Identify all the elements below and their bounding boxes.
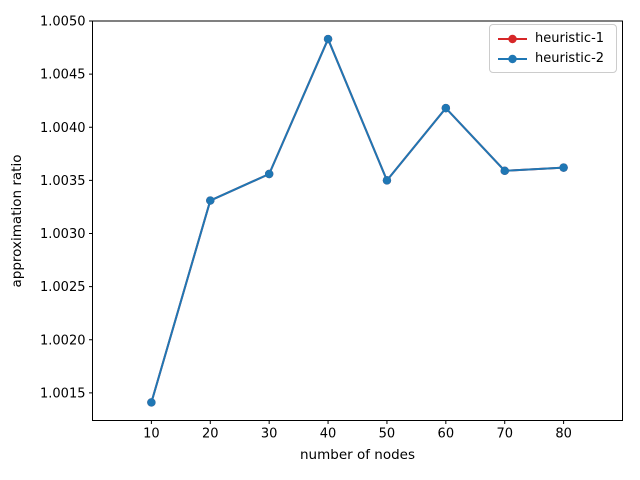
legend-label: heuristic-1: [535, 31, 605, 46]
series-line-heuristic-1: [150, 38, 564, 403]
data-point-heuristic-2: [500, 166, 509, 176]
x-tick-label: 30: [261, 427, 278, 442]
y-axis-label: approximation ratio: [9, 154, 25, 288]
data-point-heuristic-2: [264, 169, 274, 179]
y-tick-label: 1.0030: [40, 227, 86, 242]
x-tick-label: 80: [555, 427, 572, 442]
y-tick-label: 1.0020: [40, 333, 86, 348]
x-tick-label: 10: [143, 427, 160, 442]
y-tick-label: 1.0025: [40, 280, 86, 295]
y-tick-label: 1.0045: [40, 68, 86, 83]
legend-line-marker-swatch-blue: [498, 54, 527, 63]
legend-entry-heuristic-2: heuristic-2: [497, 50, 608, 67]
y-tick-label: 1.0035: [40, 174, 86, 189]
y-tick-label: 1.0040: [40, 121, 86, 136]
axes-frame: [92, 20, 623, 421]
x-tick-label: 20: [202, 427, 219, 442]
legend-line-marker-swatch-red: [498, 34, 527, 43]
data-point-heuristic-2: [382, 176, 392, 185]
legend: heuristic-1 heuristic-2: [489, 24, 617, 73]
data-point-heuristic-2: [206, 196, 215, 205]
data-point-heuristic-2: [441, 103, 451, 113]
x-axis-label: number of nodes: [299, 447, 415, 463]
x-tick-label: 60: [438, 427, 455, 442]
x-tick-label: 50: [379, 427, 396, 442]
data-point-heuristic-2: [323, 34, 333, 44]
x-tick-label: 40: [320, 427, 337, 442]
y-tick-label: 1.0050: [40, 15, 86, 30]
x-tick-label: 70: [496, 427, 513, 442]
legend-label: heuristic-2: [535, 51, 605, 66]
data-point-heuristic-2: [559, 163, 568, 172]
y-tick-label: 1.0015: [40, 386, 86, 401]
data-point-heuristic-2: [147, 398, 156, 407]
series-line-heuristic-2: [150, 38, 564, 403]
legend-entry-heuristic-1: heuristic-1: [497, 30, 608, 47]
